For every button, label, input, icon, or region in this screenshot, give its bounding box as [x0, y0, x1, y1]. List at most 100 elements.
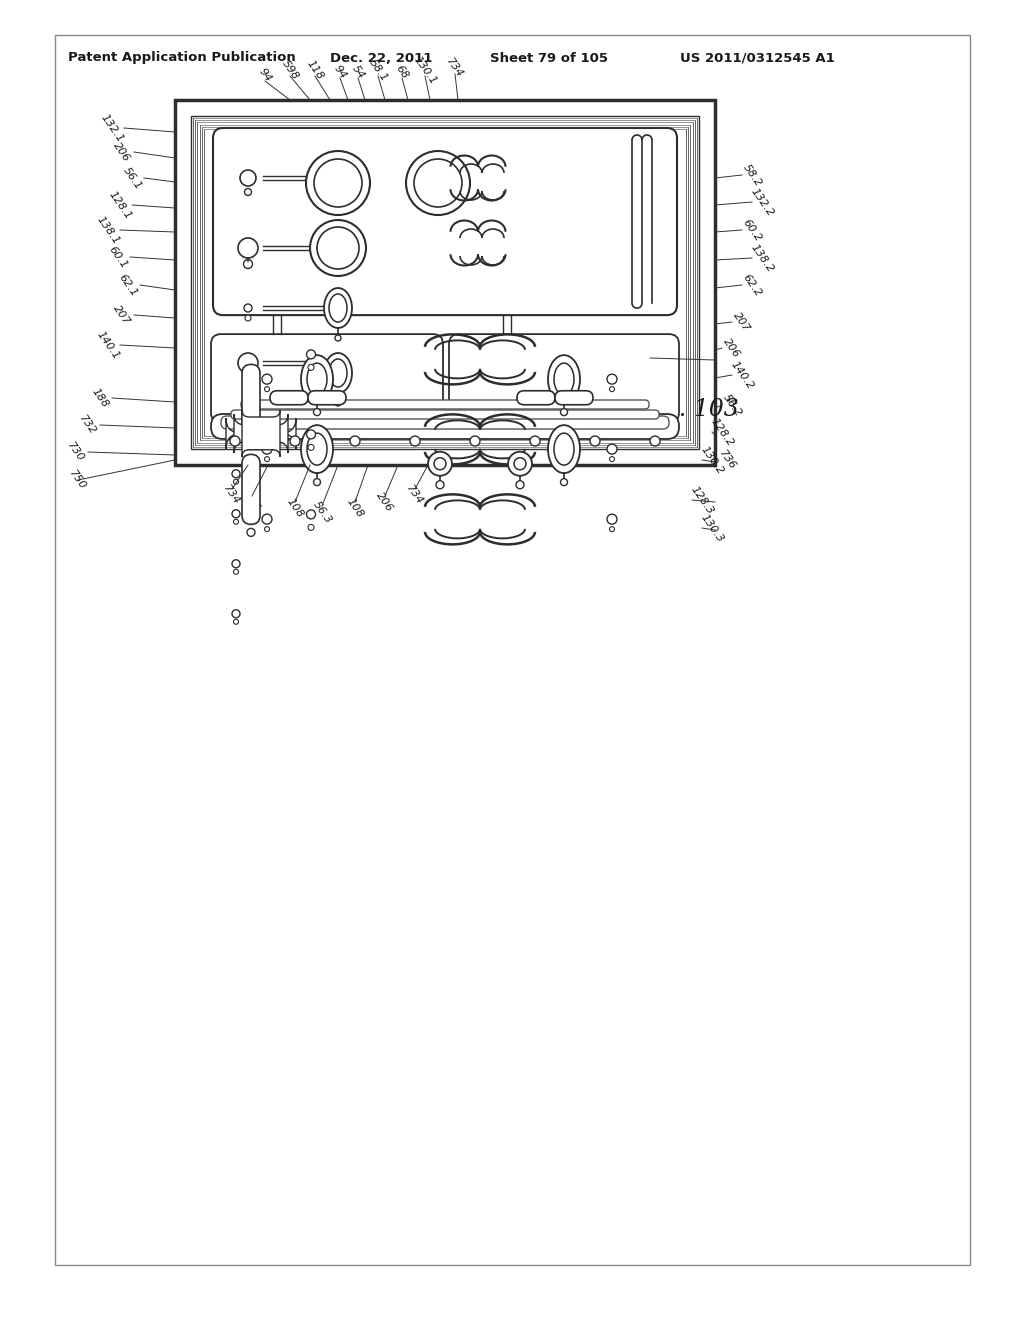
- Circle shape: [314, 158, 362, 207]
- Text: 734: 734: [444, 57, 465, 79]
- Text: 138.1: 138.1: [95, 214, 121, 246]
- Bar: [178, 103, 712, 462]
- Text: 58.1: 58.1: [367, 57, 389, 83]
- Ellipse shape: [329, 359, 347, 387]
- Circle shape: [530, 436, 540, 446]
- Circle shape: [232, 510, 240, 517]
- Circle shape: [290, 436, 300, 446]
- Circle shape: [233, 519, 239, 524]
- Circle shape: [233, 479, 239, 484]
- Text: 54: 54: [350, 63, 367, 81]
- Bar: [175, 100, 715, 465]
- Circle shape: [313, 479, 321, 486]
- Text: Dec. 22, 2011: Dec. 22, 2011: [330, 51, 432, 65]
- Bar: [55, 36, 970, 1265]
- FancyBboxPatch shape: [308, 391, 346, 405]
- Circle shape: [245, 315, 251, 321]
- Circle shape: [410, 436, 420, 446]
- Ellipse shape: [554, 433, 574, 465]
- Circle shape: [607, 444, 617, 454]
- Text: 62.1: 62.1: [117, 272, 139, 298]
- Text: 732: 732: [78, 413, 98, 437]
- Text: 108: 108: [345, 496, 366, 520]
- Text: 108: 108: [285, 496, 305, 520]
- Text: 206: 206: [722, 337, 742, 359]
- Text: 132.1: 132.1: [98, 112, 125, 144]
- Text: 130.1: 130.1: [412, 54, 438, 86]
- Circle shape: [306, 430, 315, 438]
- Circle shape: [306, 510, 315, 519]
- Text: 94: 94: [257, 66, 273, 83]
- Text: 138.2: 138.2: [749, 242, 775, 275]
- Bar: [181, 106, 709, 459]
- Circle shape: [232, 610, 240, 618]
- Circle shape: [262, 513, 272, 524]
- Circle shape: [607, 374, 617, 384]
- Text: US 2011/0312545 A1: US 2011/0312545 A1: [680, 51, 835, 65]
- Text: 56.3: 56.3: [310, 499, 333, 525]
- Text: 94: 94: [332, 63, 348, 81]
- FancyBboxPatch shape: [242, 364, 260, 434]
- Circle shape: [308, 445, 314, 450]
- Circle shape: [434, 458, 446, 470]
- Circle shape: [310, 220, 366, 276]
- Circle shape: [244, 260, 253, 268]
- FancyBboxPatch shape: [242, 454, 260, 524]
- FancyBboxPatch shape: [242, 411, 280, 457]
- Circle shape: [264, 457, 269, 462]
- Ellipse shape: [301, 355, 333, 403]
- Text: 62.2: 62.2: [740, 272, 763, 298]
- Text: Sheet 79 of 105: Sheet 79 of 105: [490, 51, 608, 65]
- Ellipse shape: [301, 425, 333, 473]
- Circle shape: [244, 304, 252, 312]
- Bar: [204, 129, 686, 436]
- Text: 60.1: 60.1: [106, 244, 129, 271]
- Text: 128.3: 128.3: [689, 484, 716, 516]
- Bar: [175, 100, 715, 465]
- Circle shape: [233, 619, 239, 624]
- Bar: [184, 110, 706, 455]
- Circle shape: [247, 528, 255, 536]
- Text: 128.2: 128.2: [709, 416, 735, 447]
- Circle shape: [238, 352, 258, 374]
- Circle shape: [247, 438, 255, 446]
- Circle shape: [650, 436, 660, 446]
- Text: 207: 207: [732, 310, 753, 334]
- FancyBboxPatch shape: [211, 334, 443, 422]
- Text: 207: 207: [112, 304, 132, 326]
- Circle shape: [414, 158, 462, 207]
- Circle shape: [335, 335, 341, 341]
- FancyBboxPatch shape: [213, 128, 677, 315]
- Circle shape: [590, 436, 600, 446]
- Circle shape: [317, 227, 359, 269]
- Text: 730: 730: [66, 441, 86, 463]
- Text: 734: 734: [404, 483, 425, 507]
- Circle shape: [436, 480, 444, 488]
- Text: 734: 734: [222, 483, 243, 507]
- FancyBboxPatch shape: [555, 391, 593, 405]
- Bar: [198, 123, 692, 442]
- Circle shape: [313, 409, 321, 416]
- Circle shape: [350, 436, 360, 446]
- FancyBboxPatch shape: [234, 414, 288, 453]
- Circle shape: [306, 350, 315, 359]
- Circle shape: [230, 436, 240, 446]
- Bar: [191, 116, 699, 449]
- Circle shape: [560, 409, 567, 416]
- Text: 60.2: 60.2: [740, 216, 763, 243]
- FancyBboxPatch shape: [517, 391, 555, 405]
- Circle shape: [516, 480, 524, 488]
- FancyBboxPatch shape: [226, 418, 296, 449]
- Circle shape: [308, 524, 314, 531]
- Ellipse shape: [548, 355, 580, 403]
- Text: 206: 206: [112, 140, 132, 164]
- Text: Patent Application Publication: Patent Application Publication: [68, 51, 296, 65]
- Text: 206: 206: [375, 490, 395, 513]
- Circle shape: [560, 479, 567, 486]
- Circle shape: [470, 436, 480, 446]
- Circle shape: [607, 513, 617, 524]
- FancyBboxPatch shape: [270, 391, 308, 405]
- Circle shape: [232, 470, 240, 478]
- Circle shape: [609, 527, 614, 532]
- Ellipse shape: [554, 363, 574, 395]
